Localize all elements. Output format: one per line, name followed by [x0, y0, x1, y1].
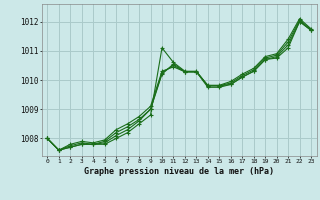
X-axis label: Graphe pression niveau de la mer (hPa): Graphe pression niveau de la mer (hPa) — [84, 167, 274, 176]
